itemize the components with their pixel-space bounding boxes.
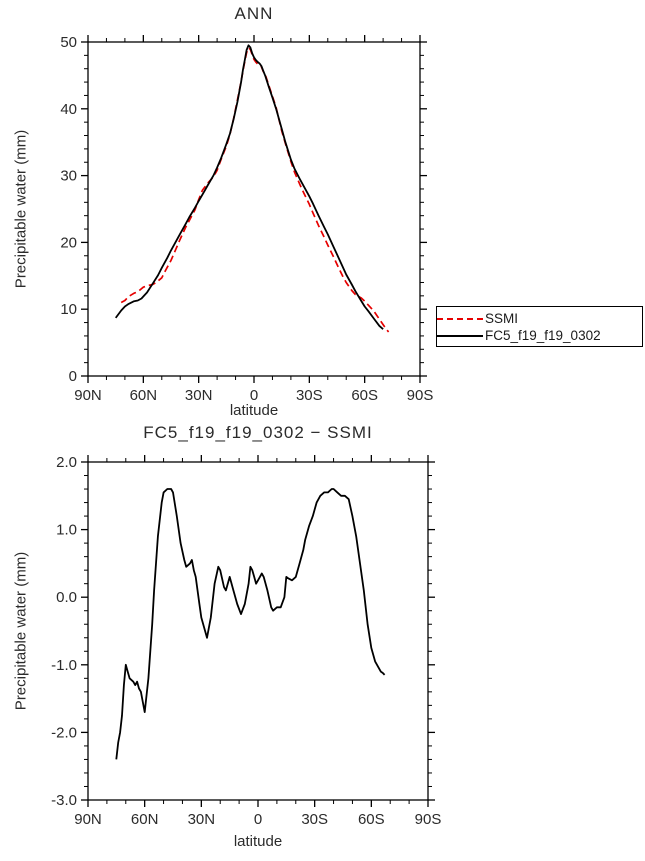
svg-text:0.0: 0.0 (56, 589, 77, 606)
svg-text:50: 50 (60, 34, 77, 51)
series-line-fc5-f19-f19-0302 (114, 44, 384, 330)
svg-text:0: 0 (250, 387, 258, 404)
svg-text:1.0: 1.0 (56, 522, 77, 539)
svg-text:40: 40 (60, 101, 77, 118)
model-line-sample-icon (437, 334, 483, 337)
bottom-chart-ylabel: Precipitable water (mm) (12, 551, 30, 711)
chart-0: 90N 60N 30N 0 30S 60S 90S 0 10 20 30 40 50 (60, 34, 433, 404)
svg-text:10: 10 (60, 301, 77, 318)
svg-text:30N: 30N (188, 811, 216, 828)
legend-label-model: FC5_f19_f19_0302 (485, 328, 601, 343)
svg-text:30N: 30N (185, 387, 213, 404)
svg-text:90S: 90S (415, 811, 442, 828)
svg-text:-2.0: -2.0 (51, 724, 77, 741)
svg-text:60S: 60S (358, 811, 385, 828)
svg-text:90N: 90N (74, 811, 102, 828)
bottom-chart-xlabel: latitude (233, 833, 283, 850)
svg-text:2.0: 2.0 (56, 454, 77, 471)
top-chart-xlabel: latitude (229, 402, 279, 419)
svg-text:90N: 90N (74, 387, 102, 404)
chart-0-axes-box (87, 41, 421, 377)
legend-item-model: FC5_f19_f19_0302 (437, 327, 642, 344)
svg-text:0: 0 (254, 811, 262, 828)
svg-text:30S: 30S (301, 811, 328, 828)
top-chart-ylabel: Precipitable water (mm) (12, 129, 30, 289)
svg-text:30: 30 (60, 168, 77, 185)
series-line-ssmi (120, 47, 390, 333)
svg-text:-3.0: -3.0 (51, 792, 77, 809)
chart-1-axes-box (87, 461, 429, 801)
svg-text:0: 0 (69, 368, 77, 385)
svg-text:60S: 60S (351, 387, 378, 404)
svg-text:20: 20 (60, 234, 77, 251)
legend-label-ssmi: SSMI (485, 311, 519, 326)
svg-text:60N: 60N (131, 811, 159, 828)
bottom-chart-title: FC5_f19_f19_0302 − SSMI (143, 423, 373, 442)
legend-item-ssmi: SSMI (437, 310, 642, 327)
series-line-fc5-f19-f19-0302-ssmi (115, 488, 386, 760)
svg-text:90S: 90S (407, 387, 434, 404)
legend: SSMI FC5_f19_f19_0302 (436, 306, 643, 347)
top-chart-title: ANN (234, 4, 274, 23)
svg-text:60N: 60N (130, 387, 158, 404)
ssmi-line-sample-icon (437, 317, 483, 320)
chart-1: 90N 60N 30N 0 30S 60S 90S -3.0 -2.0 -1.0 0.0 1.0 2.0 (51, 454, 441, 828)
svg-text:-1.0: -1.0 (51, 657, 77, 674)
svg-text:30S: 30S (296, 387, 323, 404)
